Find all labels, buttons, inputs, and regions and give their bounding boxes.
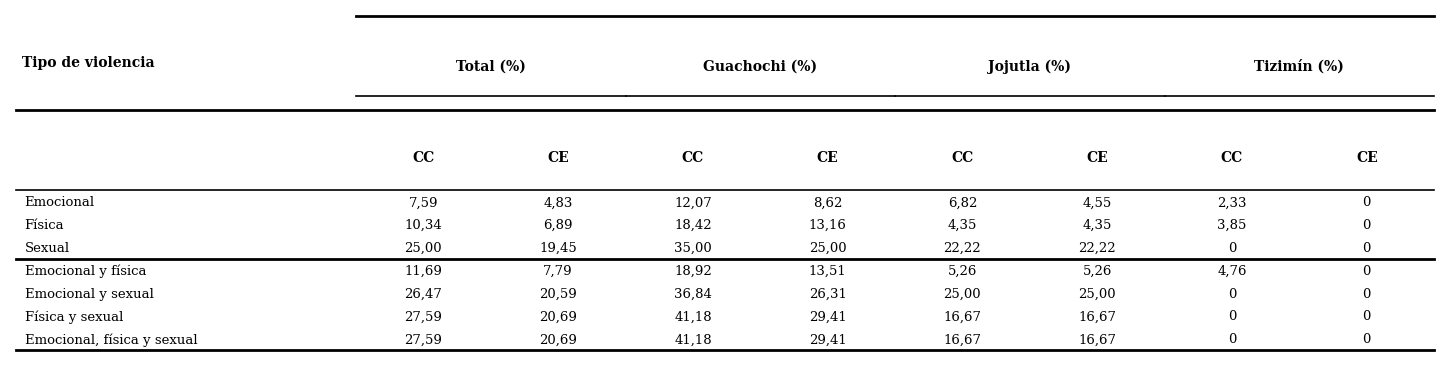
Text: 11,69: 11,69 xyxy=(405,265,442,278)
Text: 26,31: 26,31 xyxy=(809,288,847,300)
Text: 6,89: 6,89 xyxy=(544,219,573,232)
Text: 29,41: 29,41 xyxy=(809,310,847,324)
Text: 3,85: 3,85 xyxy=(1218,219,1247,232)
Text: CE: CE xyxy=(1086,150,1108,165)
Text: CE: CE xyxy=(1356,150,1377,165)
Text: 25,00: 25,00 xyxy=(1079,288,1116,300)
Text: 22,22: 22,22 xyxy=(1079,242,1116,255)
Text: 5,26: 5,26 xyxy=(1083,265,1112,278)
Text: 8,62: 8,62 xyxy=(813,196,842,209)
Text: Tipo de violencia: Tipo de violencia xyxy=(22,56,154,70)
Text: Física y sexual: Física y sexual xyxy=(25,310,123,324)
Text: 13,16: 13,16 xyxy=(809,219,847,232)
Text: 0: 0 xyxy=(1363,265,1370,278)
Text: 0: 0 xyxy=(1228,288,1237,300)
Text: 0: 0 xyxy=(1228,242,1237,255)
Text: 20,59: 20,59 xyxy=(539,288,577,300)
Text: 35,00: 35,00 xyxy=(674,242,712,255)
Text: 29,41: 29,41 xyxy=(809,333,847,346)
Text: 16,67: 16,67 xyxy=(1079,333,1116,346)
Text: 0: 0 xyxy=(1228,333,1237,346)
Text: 0: 0 xyxy=(1228,310,1237,324)
Text: 4,35: 4,35 xyxy=(1083,219,1112,232)
Text: 0: 0 xyxy=(1363,288,1370,300)
Text: 4,55: 4,55 xyxy=(1083,196,1112,209)
Text: CC: CC xyxy=(412,150,435,165)
Text: 4,76: 4,76 xyxy=(1217,265,1247,278)
Text: 0: 0 xyxy=(1363,219,1370,232)
Text: 41,18: 41,18 xyxy=(674,333,712,346)
Text: CC: CC xyxy=(682,150,705,165)
Text: 10,34: 10,34 xyxy=(405,219,442,232)
Text: 5,26: 5,26 xyxy=(948,265,977,278)
Text: CE: CE xyxy=(816,150,838,165)
Text: 26,47: 26,47 xyxy=(405,288,442,300)
Text: 19,45: 19,45 xyxy=(539,242,577,255)
Text: Emocional y física: Emocional y física xyxy=(25,265,146,278)
Text: 25,00: 25,00 xyxy=(809,242,847,255)
Text: 20,69: 20,69 xyxy=(539,333,577,346)
Text: 25,00: 25,00 xyxy=(405,242,442,255)
Text: 16,67: 16,67 xyxy=(944,333,982,346)
Text: 0: 0 xyxy=(1363,242,1370,255)
Text: 27,59: 27,59 xyxy=(405,310,442,324)
Text: 0: 0 xyxy=(1363,333,1370,346)
Text: 18,92: 18,92 xyxy=(674,265,712,278)
Text: 27,59: 27,59 xyxy=(405,333,442,346)
Text: CE: CE xyxy=(547,150,568,165)
Text: 6,82: 6,82 xyxy=(948,196,977,209)
Text: Emocional: Emocional xyxy=(25,196,94,209)
Text: 7,59: 7,59 xyxy=(409,196,438,209)
Text: 16,67: 16,67 xyxy=(944,310,982,324)
Text: 25,00: 25,00 xyxy=(944,288,982,300)
Text: Jojutla (%): Jojutla (%) xyxy=(989,60,1072,74)
Text: 36,84: 36,84 xyxy=(674,288,712,300)
Text: 41,18: 41,18 xyxy=(674,310,712,324)
Text: Emocional, física y sexual: Emocional, física y sexual xyxy=(25,333,197,347)
Text: 0: 0 xyxy=(1363,310,1370,324)
Text: Guachochi (%): Guachochi (%) xyxy=(703,60,818,74)
Text: Total (%): Total (%) xyxy=(455,60,526,74)
Text: 2,33: 2,33 xyxy=(1217,196,1247,209)
Text: 4,35: 4,35 xyxy=(948,219,977,232)
Text: 22,22: 22,22 xyxy=(944,242,982,255)
Text: 13,51: 13,51 xyxy=(809,265,847,278)
Text: Sexual: Sexual xyxy=(25,242,70,255)
Text: 7,79: 7,79 xyxy=(544,265,573,278)
Text: 20,69: 20,69 xyxy=(539,310,577,324)
Text: CC: CC xyxy=(951,150,973,165)
Text: 0: 0 xyxy=(1363,196,1370,209)
Text: 4,83: 4,83 xyxy=(544,196,573,209)
Text: 12,07: 12,07 xyxy=(674,196,712,209)
Text: Física: Física xyxy=(25,219,64,232)
Text: Emocional y sexual: Emocional y sexual xyxy=(25,288,154,300)
Text: 18,42: 18,42 xyxy=(674,219,712,232)
Text: CC: CC xyxy=(1221,150,1243,165)
Text: 16,67: 16,67 xyxy=(1079,310,1116,324)
Text: Tizimín (%): Tizimín (%) xyxy=(1254,60,1344,74)
